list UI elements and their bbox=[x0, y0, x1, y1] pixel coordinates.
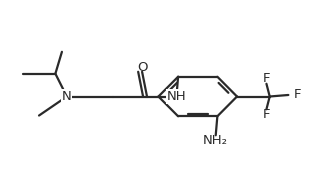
Text: F: F bbox=[294, 88, 301, 102]
Text: F: F bbox=[263, 108, 270, 121]
Text: NH: NH bbox=[167, 90, 186, 103]
Text: F: F bbox=[263, 72, 270, 85]
Text: O: O bbox=[137, 61, 147, 74]
Text: N: N bbox=[62, 90, 72, 103]
Text: NH₂: NH₂ bbox=[203, 134, 228, 147]
